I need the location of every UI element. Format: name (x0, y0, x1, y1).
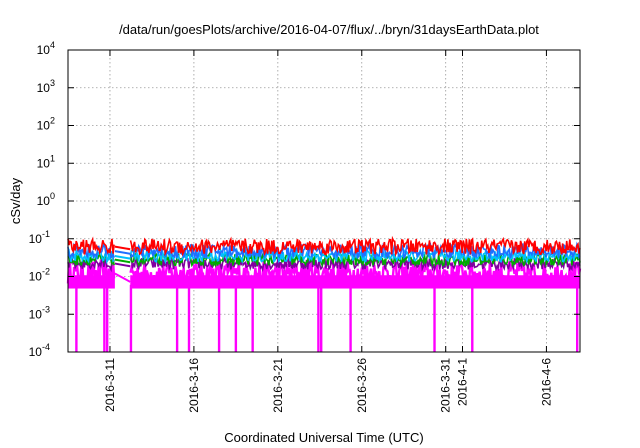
series-line (67, 248, 115, 264)
y-tick-label: 10-1 (29, 229, 50, 246)
y-tick-label: 10-4 (29, 342, 50, 359)
y-tick-label: 101 (37, 153, 55, 170)
dropout-spike (349, 284, 352, 352)
plot-data (66, 235, 582, 352)
dropout-spike (234, 284, 238, 352)
dropout-spike (317, 284, 320, 352)
x-tick-label: 2016-3-21 (271, 358, 285, 413)
series-line (129, 235, 581, 258)
chart-title: /data/run/goesPlots/archive/2016-04-07/f… (119, 22, 539, 37)
y-tick-label: 102 (37, 116, 55, 133)
series-gap-bridge (114, 262, 131, 268)
y-tick-label: 10-2 (29, 267, 50, 284)
dropout-spike (433, 284, 436, 352)
dropout-spike (75, 284, 78, 352)
dropout-spike (251, 284, 254, 352)
x-axis-label: Coordinated Universal Time (UTC) (224, 430, 423, 445)
dropout-spike (103, 284, 106, 352)
dropout-spike (471, 284, 474, 352)
series-gap-bridge (114, 272, 131, 283)
x-tick-label: 2016-3-16 (187, 358, 201, 413)
y-tick-label: 103 (37, 78, 55, 95)
series-band (68, 275, 115, 289)
dropout-spike (320, 284, 323, 352)
series-gap-bridge (114, 258, 131, 264)
series-line (67, 236, 115, 256)
series-gap-bridge (114, 250, 131, 255)
dropout-spike (175, 284, 179, 352)
x-tick-label: 2016-3-11 (103, 358, 117, 412)
x-tick-label: 2016-3-26 (355, 358, 369, 413)
dropout-spike (217, 284, 221, 352)
x-tick-label: 2016-4-1 (455, 358, 469, 406)
y-tick-label: 100 (37, 191, 55, 208)
series-band (130, 275, 580, 289)
x-tick-label: 2016-4-6 (539, 358, 553, 406)
y-tick-label: 104 (37, 40, 55, 57)
x-tick-label: 2016-3-31 (439, 358, 453, 413)
x-axis: 2016-3-11 2016-3-16 2016-3-21 2016-3-26 2016… (103, 50, 553, 413)
dropout-spike (187, 284, 191, 352)
dropout-spike (105, 284, 109, 352)
series-gap-bridge (114, 254, 131, 260)
grid (68, 50, 580, 352)
y-axis-label: cSv/day (8, 177, 23, 224)
dropout-spike (576, 284, 579, 352)
y-tick-label: 10-3 (29, 304, 50, 321)
series-gap-bridge (114, 245, 131, 251)
dropout-spike (129, 284, 133, 352)
